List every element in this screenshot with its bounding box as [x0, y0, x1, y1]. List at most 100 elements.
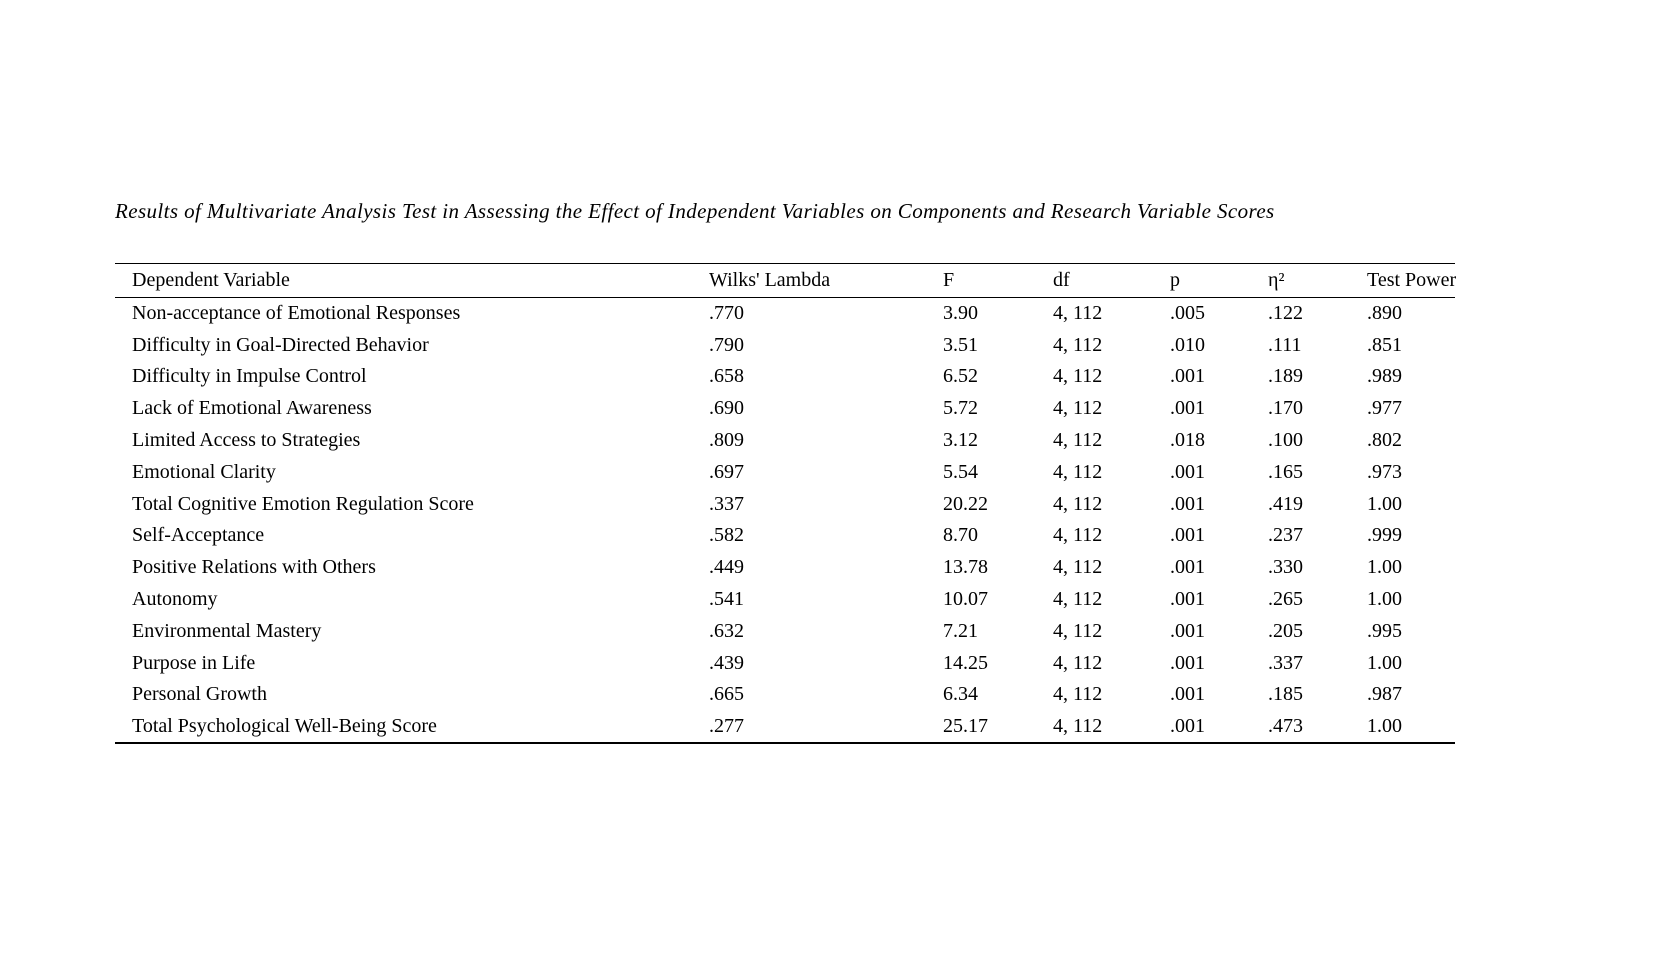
cell-test-power: .890: [1367, 302, 1402, 325]
cell-test-power: 1.00: [1367, 556, 1402, 579]
cell-wilks-lambda: .770: [709, 302, 744, 325]
cell-eta-squared: .473: [1268, 714, 1303, 737]
col-header-df: df: [1053, 263, 1170, 298]
cell-dependent-variable: Purpose in Life: [132, 651, 256, 674]
cell-eta-squared: .185: [1268, 683, 1303, 706]
table-row: Limited Access to Strategies .809 3.12 4…: [115, 425, 1455, 457]
cell-p: .001: [1170, 492, 1205, 515]
cell-test-power: .802: [1367, 429, 1402, 452]
cell-eta-squared: .237: [1268, 524, 1303, 547]
table-row: Positive Relations with Others .449 13.7…: [115, 552, 1455, 584]
cell-dependent-variable: Difficulty in Goal-Directed Behavior: [132, 333, 429, 356]
cell-test-power: .995: [1367, 619, 1402, 642]
cell-wilks-lambda: .809: [709, 429, 744, 452]
cell-eta-squared: .337: [1268, 651, 1303, 674]
cell-f: 20.22: [943, 492, 988, 515]
table-row: Environmental Mastery .632 7.21 4, 112 .…: [115, 615, 1455, 647]
cell-dependent-variable: Environmental Mastery: [132, 619, 322, 642]
cell-df: 4, 112: [1053, 333, 1103, 356]
cell-f: 8.70: [943, 524, 978, 547]
cell-test-power: 1.00: [1367, 714, 1402, 737]
col-header-test-power: Test Power: [1367, 263, 1456, 298]
table-row: Self-Acceptance .582 8.70 4, 112 .001 .2…: [115, 520, 1455, 552]
cell-wilks-lambda: .665: [709, 683, 744, 706]
table-row: Non-acceptance of Emotional Responses .7…: [115, 298, 1455, 330]
cell-eta-squared: .330: [1268, 556, 1303, 579]
cell-df: 4, 112: [1053, 651, 1103, 674]
cell-dependent-variable: Limited Access to Strategies: [132, 429, 361, 452]
cell-dependent-variable: Lack of Emotional Awareness: [132, 397, 372, 420]
cell-dependent-variable: Positive Relations with Others: [132, 556, 376, 579]
cell-f: 5.72: [943, 397, 978, 420]
cell-f: 10.07: [943, 588, 988, 611]
cell-df: 4, 112: [1053, 714, 1103, 737]
cell-eta-squared: .419: [1268, 492, 1303, 515]
table-caption: Results of Multivariate Analysis Test in…: [115, 199, 1275, 223]
table-row: Lack of Emotional Awareness .690 5.72 4,…: [115, 393, 1455, 425]
cell-dependent-variable: Non-acceptance of Emotional Responses: [132, 302, 461, 325]
cell-df: 4, 112: [1053, 588, 1103, 611]
cell-f: 7.21: [943, 619, 978, 642]
cell-eta-squared: .265: [1268, 588, 1303, 611]
cell-test-power: .999: [1367, 524, 1402, 547]
cell-wilks-lambda: .632: [709, 619, 744, 642]
cell-test-power: .851: [1367, 333, 1402, 356]
cell-eta-squared: .122: [1268, 302, 1303, 325]
cell-dependent-variable: Autonomy: [132, 588, 218, 611]
cell-eta-squared: .111: [1268, 333, 1302, 356]
cell-f: 3.12: [943, 429, 978, 452]
col-header-dependent-variable: Dependent Variable: [115, 263, 709, 298]
table-row: Difficulty in Impulse Control .658 6.52 …: [115, 361, 1455, 393]
cell-df: 4, 112: [1053, 492, 1103, 515]
col-header-wilks-lambda: Wilks' Lambda: [709, 263, 943, 298]
cell-p: .001: [1170, 460, 1205, 483]
results-table: Dependent Variable Wilks' Lambda F df p …: [115, 263, 1456, 744]
cell-p: .001: [1170, 365, 1205, 388]
cell-p: .001: [1170, 714, 1205, 737]
cell-wilks-lambda: .439: [709, 651, 744, 674]
table-row: Personal Growth .665 6.34 4, 112 .001 .1…: [115, 679, 1455, 711]
cell-df: 4, 112: [1053, 460, 1103, 483]
table-row: Total Cognitive Emotion Regulation Score…: [115, 488, 1455, 520]
cell-wilks-lambda: .541: [709, 588, 744, 611]
cell-wilks-lambda: .277: [709, 714, 744, 737]
cell-p: .001: [1170, 651, 1205, 674]
cell-eta-squared: .100: [1268, 429, 1303, 452]
cell-wilks-lambda: .697: [709, 460, 744, 483]
cell-eta-squared: .170: [1268, 397, 1303, 420]
cell-p: .018: [1170, 429, 1205, 452]
cell-f: 3.51: [943, 333, 978, 356]
cell-test-power: 1.00: [1367, 651, 1402, 674]
cell-df: 4, 112: [1053, 524, 1103, 547]
cell-test-power: .973: [1367, 460, 1402, 483]
table-row: Difficulty in Goal-Directed Behavior .79…: [115, 329, 1455, 361]
cell-test-power: .989: [1367, 365, 1402, 388]
col-header-eta-squared: η²: [1268, 263, 1367, 298]
cell-eta-squared: .205: [1268, 619, 1303, 642]
cell-dependent-variable: Difficulty in Impulse Control: [132, 365, 367, 388]
col-header-p: p: [1170, 263, 1268, 298]
cell-dependent-variable: Total Psychological Well-Being Score: [132, 714, 437, 737]
cell-df: 4, 112: [1053, 683, 1103, 706]
table-row: Purpose in Life .439 14.25 4, 112 .001 .…: [115, 647, 1455, 679]
cell-dependent-variable: Self-Acceptance: [132, 524, 265, 547]
cell-dependent-variable: Personal Growth: [132, 683, 267, 706]
cell-test-power: .977: [1367, 397, 1402, 420]
cell-df: 4, 112: [1053, 429, 1103, 452]
cell-p: .001: [1170, 588, 1205, 611]
cell-wilks-lambda: .790: [709, 333, 744, 356]
cell-p: .001: [1170, 397, 1205, 420]
table-row: Autonomy .541 10.07 4, 112 .001 .265 1.0…: [115, 584, 1455, 616]
cell-wilks-lambda: .449: [709, 556, 744, 579]
cell-wilks-lambda: .690: [709, 397, 744, 420]
cell-f: 6.34: [943, 683, 978, 706]
cell-p: .010: [1170, 333, 1205, 356]
cell-test-power: 1.00: [1367, 588, 1402, 611]
cell-p: .001: [1170, 683, 1205, 706]
cell-p: .001: [1170, 524, 1205, 547]
cell-eta-squared: .189: [1268, 365, 1303, 388]
cell-test-power: .987: [1367, 683, 1402, 706]
table-row: Total Psychological Well-Being Score .27…: [115, 711, 1455, 743]
cell-p: .001: [1170, 619, 1205, 642]
